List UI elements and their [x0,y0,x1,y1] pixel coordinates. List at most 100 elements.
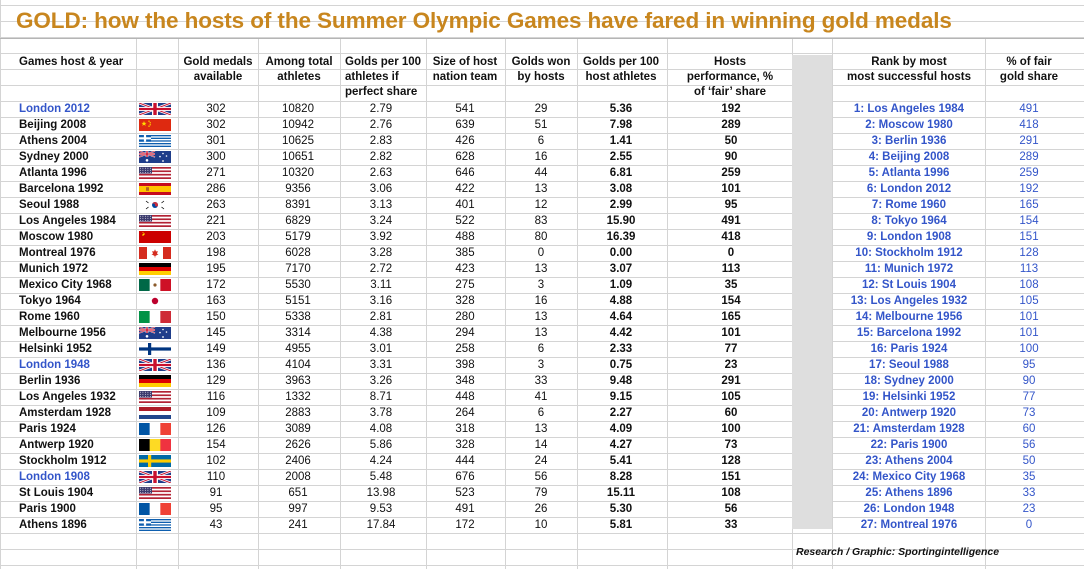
total-athletes: 6028 [285,247,311,259]
uk-flag-icon [139,103,171,115]
rank-entry: 21: Amsterdam 1928 [853,423,965,435]
golds-per-100: 6.81 [609,167,633,179]
rank-pct: 151 [1019,231,1039,243]
rank-entry: 3: Berlin 1936 [871,135,947,147]
table-row: Tokyo 1964 163 5151 3.16 328 16 4.88 154 13: Los… [0,293,1084,309]
rank-pct: 23 [1022,503,1036,515]
gold-available: 271 [206,167,226,179]
rank-pct: 101 [1019,311,1039,323]
rank-pct: 33 [1022,487,1036,499]
rank-entry: 16: Paris 1924 [870,343,948,355]
grid-divider [505,38,506,569]
golds-per-100: 2.99 [609,199,633,211]
team-size: 294 [455,327,475,339]
host-name: Paris 1924 [19,423,76,435]
golds-per-100: 7.98 [609,119,633,131]
gold-available: 163 [206,295,226,307]
host-name: Seoul 1988 [19,199,80,211]
netherlands-flag-icon [139,407,171,419]
gold-available: 116 [206,391,226,403]
fair-share-value: 3.11 [370,279,392,291]
rank-entry: 17: Seoul 1988 [869,359,949,371]
total-athletes: 1332 [285,391,311,403]
host-name: Amsterdam 1928 [19,407,112,419]
host-name: London 2012 [19,103,90,115]
gold-available: 154 [206,439,226,451]
fair-share-value: 3.26 [369,375,393,387]
golds-per-100: 4.42 [609,327,633,339]
total-athletes: 5530 [285,279,311,291]
greece-flag-icon [139,135,171,147]
golds-per-100: 2.27 [609,407,633,419]
rank-entry: 18: Sydney 2000 [864,375,954,387]
header-line: available [193,71,243,83]
host-name: London 1948 [19,359,90,371]
rank-entry: 11: Munich 1972 [864,263,954,275]
data-table: London 2012 302 10820 2.79 541 29 5.36 192 1: Lo… [0,101,1084,533]
table-row: Los Angeles 1932 116 1332 8.71 448 41 9.15 105 1… [0,389,1084,405]
golds-per-100: 2.33 [609,343,633,355]
rank-entry: 8: Tokyo 1964 [871,215,947,227]
table-row: Munich 1972 195 7170 2.72 423 13 3.07 113 11: Mu… [0,261,1084,277]
header-line: Golds per 100 [582,56,660,68]
golds-per-100: 9.48 [609,375,633,387]
rank-entry: 24: Mexico City 1968 [852,471,966,483]
rank-pct: 105 [1019,295,1039,307]
host-name: Paris 1900 [19,503,76,515]
host-name: Athens 1896 [19,519,87,531]
gold-available: 43 [209,519,223,531]
rank-entry: 10: Stockholm 1912 [855,247,963,259]
fair-share-value: 3.78 [369,407,393,419]
golds-won: 16 [534,295,548,307]
performance-pct: 491 [721,215,741,227]
table-row: Moscow 1980 203 5179 3.92 488 80 16.39 418 9: Lo… [0,229,1084,245]
team-size: 348 [455,375,475,387]
fair-share-value: 2.79 [369,103,393,115]
golds-won: 13 [534,423,548,435]
fair-share-value: 2.81 [369,311,393,323]
performance-pct: 56 [724,503,738,515]
fair-share-value: 5.86 [369,439,393,451]
golds-won: 79 [534,487,548,499]
performance-pct: 105 [721,391,741,403]
team-size: 541 [455,103,475,115]
table-row: Sydney 2000 300 10651 2.82 628 16 2.55 90 4: Bei… [0,149,1084,165]
fair-share-value: 4.08 [369,423,393,435]
gold-available: 301 [206,135,226,147]
golds-won: 6 [537,343,545,355]
golds-per-100: 4.64 [609,311,633,323]
gold-available: 136 [206,359,226,371]
rank-entry: 4: Beijing 2008 [868,151,950,163]
fair-share-value: 8.71 [369,391,393,403]
gold-available: 195 [206,263,226,275]
golds-per-100: 0.00 [609,247,633,259]
rank-pct: 35 [1022,471,1036,483]
team-size: 522 [455,215,475,227]
golds-per-100: 0.75 [609,359,633,371]
performance-pct: 50 [724,135,738,147]
fair-share-value: 13.98 [366,487,396,499]
golds-won: 56 [534,471,548,483]
rank-entry: 14: Melbourne 1956 [855,311,963,323]
gold-available: 286 [206,183,226,195]
rank-entry: 23: Athens 2004 [865,455,953,467]
team-size: 488 [455,231,475,243]
total-athletes: 3963 [285,375,311,387]
rank-pct: 128 [1019,247,1039,259]
header-total-athletes: Among total athletes [260,55,338,85]
header-line: gold share [999,71,1059,83]
header-line: % of fair [1006,56,1052,68]
total-athletes: 651 [288,487,308,499]
grid-divider [340,38,341,569]
header-golds-won: Golds won by hosts [505,55,577,85]
table-row: St Louis 1904 91 651 13.98 523 79 15.11 108 25: … [0,485,1084,501]
golds-per-100: 4.09 [609,423,633,435]
golds-won: 41 [534,391,548,403]
performance-pct: 101 [721,327,741,339]
rank-entry: 5: Atlanta 1996 [868,167,950,179]
golds-per-100: 3.07 [609,263,633,275]
team-size: 423 [455,263,475,275]
gold-available: 263 [206,199,226,211]
rank-entry: 12: St Louis 1904 [862,279,956,291]
fair-share-value: 3.06 [369,183,393,195]
